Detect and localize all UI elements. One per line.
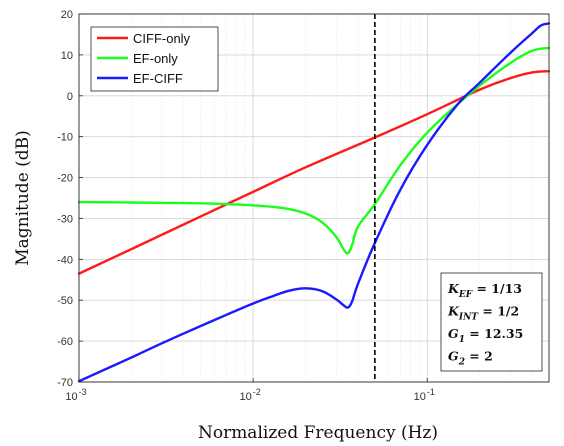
y-tick-label: -20 [57, 173, 73, 185]
legend-label-ef-ciff: EF-CIFF [133, 71, 183, 86]
series-line-ef-only [77, 46, 551, 255]
x-axis-title: Normalized Frequency (Hz) [198, 423, 438, 443]
y-tick-label: 0 [67, 91, 73, 103]
y-tick-label: -60 [57, 336, 73, 348]
x-tick-label: 10-1 [414, 387, 435, 403]
series-line-ef-ciff [77, 22, 551, 383]
plot-frame [78, 13, 550, 383]
x-tick-label: 10-3 [65, 387, 86, 403]
y-tick-label: 10 [61, 50, 73, 62]
legend-label-ef-only: EF-only [133, 51, 178, 66]
y-tick-label: -30 [57, 213, 73, 225]
annotation-box [440, 272, 543, 372]
y-tick-label: -50 [57, 295, 73, 307]
y-tick-label: -40 [57, 254, 73, 266]
legend-label-ciff-only: CIFF-only [133, 31, 191, 46]
y-tick-label: -70 [57, 377, 73, 389]
annotation-line: G1 = 12.35 [448, 326, 523, 345]
annotation-line: KEF = 1/13 [447, 281, 522, 300]
legend: CIFF-only EF-only EF-CIFF [90, 26, 219, 92]
annotation-line: G2 = 2 [448, 349, 493, 368]
x-tick-label: 10-2 [240, 387, 261, 403]
y-tick-label: 20 [61, 9, 73, 21]
y-axis-title: Magnitude (dB) [13, 130, 33, 266]
y-tick-label: -10 [57, 132, 73, 144]
parameter-annotation: KEF = 1/13 KINT = 1/2 G1 = 12.35 G2 = 2 [440, 272, 543, 372]
annotation-line: KINT = 1/2 [447, 304, 519, 323]
